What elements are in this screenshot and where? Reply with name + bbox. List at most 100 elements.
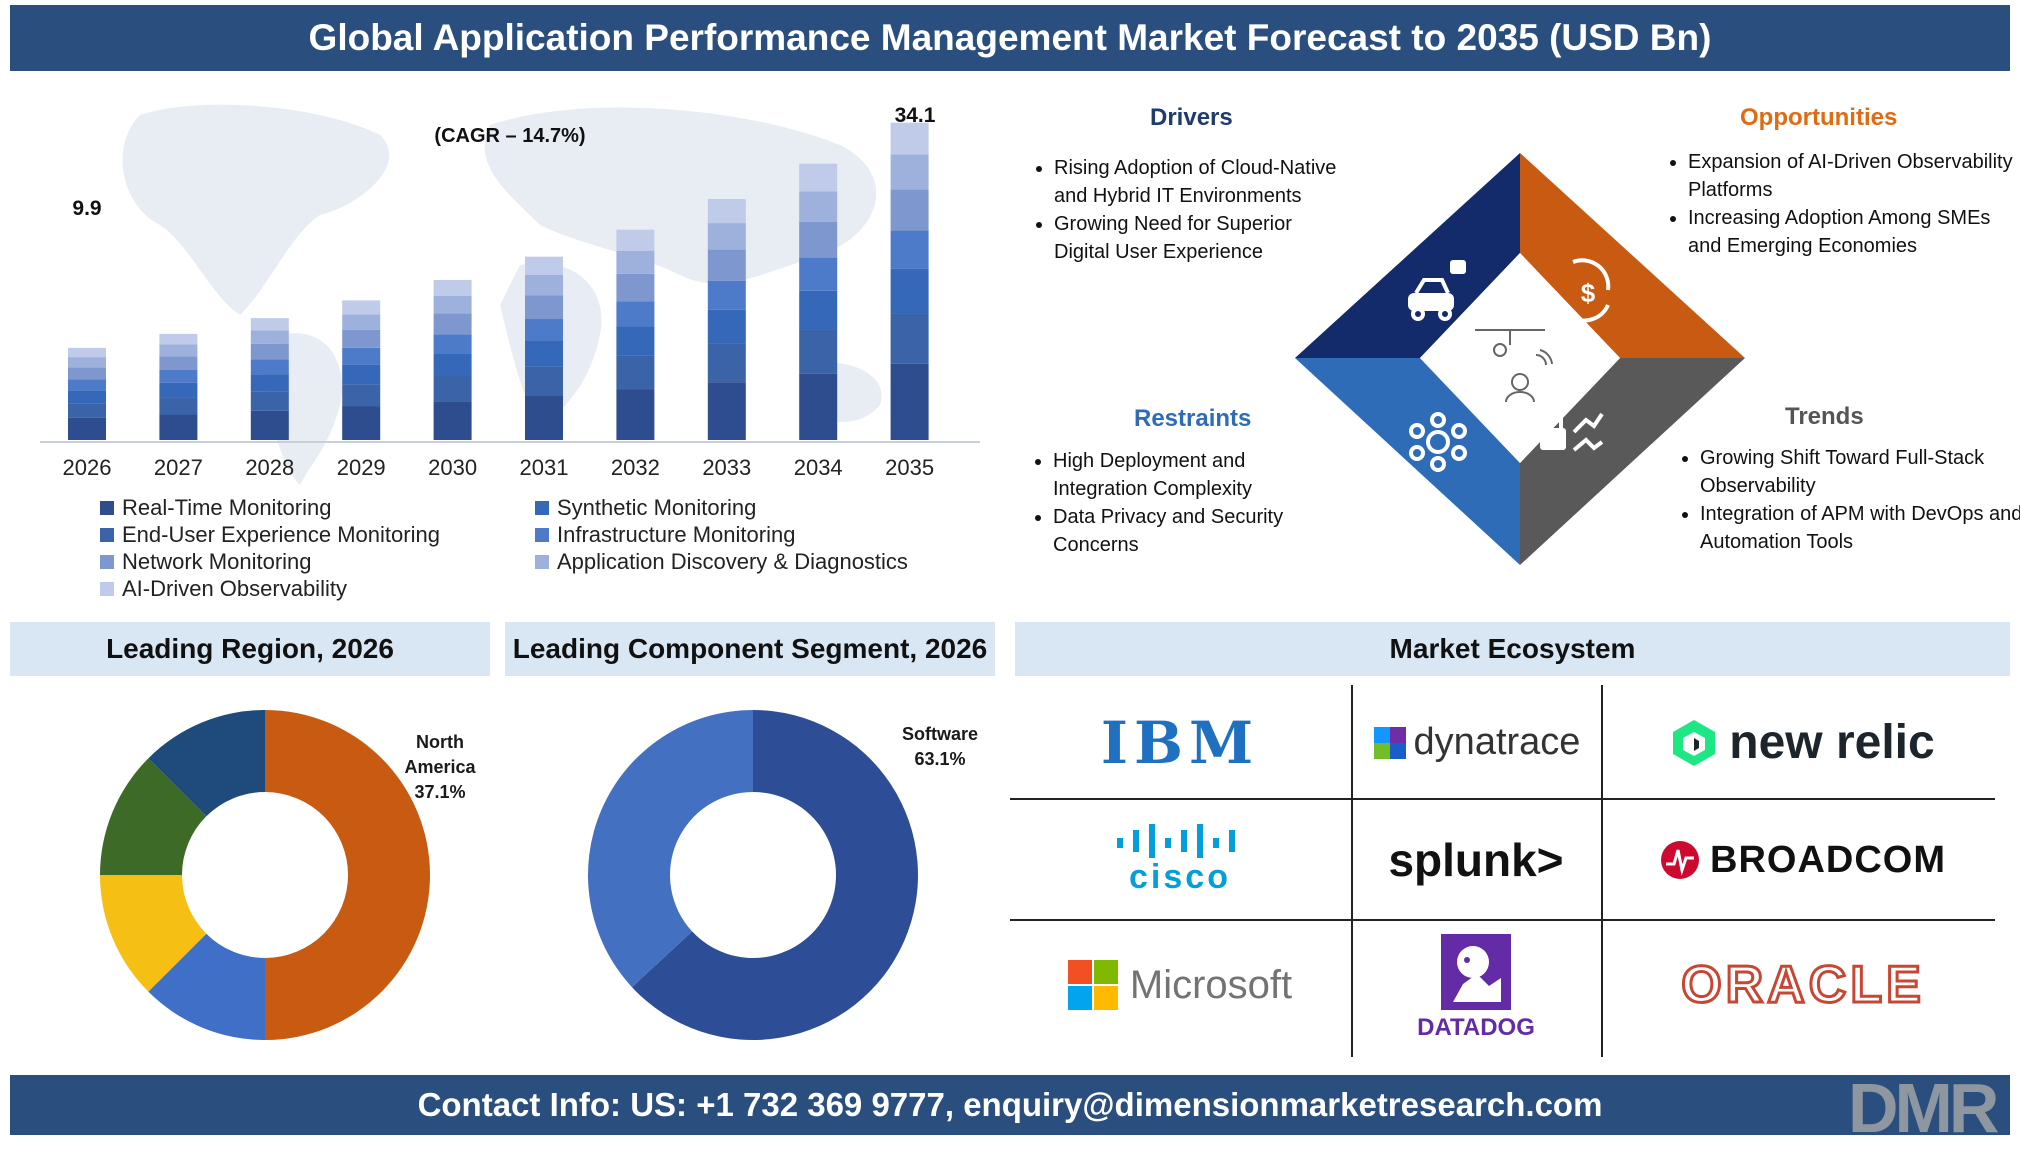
bar-segment: [433, 295, 472, 314]
bar-segment: [890, 268, 929, 314]
legend-swatch: [100, 528, 114, 542]
region-panel-title: Leading Region, 2026: [106, 633, 394, 664]
bar-segment: [68, 367, 106, 380]
world-map-background: [122, 104, 882, 485]
lock-trend-icon: [1540, 408, 1604, 452]
opportunities-item: Expansion of AI-Driven Observability Pla…: [1688, 148, 2018, 204]
legend-entry: Infrastructure Monitoring: [535, 522, 795, 548]
bar-segment: [433, 401, 472, 440]
trends-title: Trends: [1785, 403, 1864, 430]
bar-segment: [433, 334, 472, 354]
new-relic-icon: [1673, 719, 1716, 766]
bar-segment: [159, 333, 198, 345]
broadcom-logo: BROADCOM: [1603, 800, 2003, 920]
legend-label: End-User Experience Monitoring: [122, 522, 440, 547]
restraints-item: High Deployment and Integration Complexi…: [1053, 447, 1343, 503]
bar-segment: [159, 414, 198, 440]
bar-segment: [707, 309, 746, 344]
legend-entry: AI-Driven Observability: [100, 576, 347, 602]
x-tick-label: 2026: [63, 455, 112, 480]
bar-segment: [616, 250, 655, 274]
drivers-item: Rising Adoption of Cloud-Native and Hybr…: [1054, 154, 1344, 210]
trends-item: Integration of APM with DevOps and Autom…: [1700, 500, 2020, 556]
ecosystem-grid-lines: [1010, 685, 1995, 1057]
cisco-logo: cisco: [1010, 800, 1350, 920]
legend-swatch: [535, 555, 549, 569]
bar-segment: [342, 300, 381, 315]
broadcom-icon: [1661, 841, 1699, 879]
bar-segment: [159, 344, 198, 357]
bar-segment: [68, 417, 106, 440]
bar-segment: [525, 341, 563, 367]
bar-segment: [159, 397, 198, 415]
region-donut-chart: [100, 710, 430, 1040]
donut-slice: [148, 710, 265, 817]
bar-segment: [433, 353, 472, 376]
bar-segment: [799, 163, 838, 192]
contact-info: Contact Info: US: +1 732 369 9777, enqui…: [417, 1086, 1603, 1123]
bar-segment: [890, 154, 929, 190]
x-tick-label: 2032: [611, 455, 660, 480]
component-panel-header: Leading Component Segment, 2026: [505, 622, 995, 676]
restraints-quadrant: [1295, 358, 1520, 565]
money-cycle-icon: $: [1572, 258, 1611, 323]
drivers-item: Growing Need for Superior Digital User E…: [1054, 210, 1344, 266]
bar-segment: [616, 301, 655, 327]
donut-slice: [265, 710, 430, 1040]
bar-segment: [342, 314, 381, 330]
bar-segment: [799, 221, 838, 258]
legend-entry: Application Discovery & Diagnostics: [535, 549, 908, 575]
donut-slice: [632, 710, 918, 1040]
x-tick-label: 2034: [794, 455, 843, 480]
page-header: Global Application Performance Managemen…: [10, 5, 2010, 71]
bar-segment: [68, 390, 106, 404]
ecosystem-panel-header: Market Ecosystem: [1015, 622, 2010, 676]
region-label-line1: North: [416, 732, 464, 752]
cagr-annotation: (CAGR – 14.7%): [434, 125, 585, 147]
legend-entry: Real-Time Monitoring: [100, 495, 331, 521]
trends-quadrant: [1520, 358, 1745, 565]
datadog-icon: [1441, 934, 1511, 1010]
x-tick-label: 2035: [885, 455, 934, 480]
legend-label: Synthetic Monitoring: [557, 495, 757, 520]
bar-segment: [433, 313, 472, 335]
x-tick-label: 2030: [428, 455, 477, 480]
bar-segment: [799, 373, 838, 440]
legend-label: Network Monitoring: [122, 549, 312, 574]
bar-segment: [707, 343, 746, 383]
component-donut-label: Software 63.1%: [890, 722, 990, 772]
bar-segment: [159, 382, 198, 398]
bar-segment: [250, 374, 289, 392]
center-diamond: [1420, 253, 1620, 463]
x-tick-label: 2033: [702, 455, 751, 480]
ibm-logo: IBM: [1100, 708, 1260, 777]
bar-segment: [616, 273, 655, 302]
bar-segment: [342, 406, 381, 440]
donut-slice: [588, 710, 753, 988]
bar-segment: [250, 391, 289, 411]
bar-segment: [342, 384, 381, 407]
region-label-value: 37.1%: [414, 782, 466, 802]
oracle-logo: ORACLE: [1680, 955, 1925, 1016]
dmr-watermark: DMR: [1848, 1069, 1999, 1147]
legend-swatch: [100, 501, 114, 515]
splunk-logo: splunk>: [1388, 834, 1564, 886]
network-icon: [1409, 412, 1467, 472]
bar-segment: [250, 359, 289, 375]
bar-segment: [342, 347, 381, 365]
page-title: Global Application Performance Managemen…: [308, 17, 1712, 58]
bar-segment: [707, 382, 746, 440]
bar-segment: [890, 189, 929, 231]
bar-segment: [250, 330, 289, 344]
trends-list: Growing Shift Toward Full-Stack Observab…: [1672, 444, 2020, 556]
legend-label: Application Discovery & Diagnostics: [557, 549, 908, 574]
region-label-line2: America: [404, 757, 476, 777]
bar-segment: [68, 347, 106, 358]
bar-segment: [525, 256, 563, 276]
component-panel-title: Leading Component Segment, 2026: [512, 633, 988, 664]
bar-segment: [525, 319, 563, 342]
bar-segment: [890, 230, 929, 269]
opportunities-item: Increasing Adoption Among SMEs and Emerg…: [1688, 204, 2018, 260]
legend-entry: End-User Experience Monitoring: [100, 522, 440, 548]
drivers-list: Rising Adoption of Cloud-Native and Hybr…: [1026, 154, 1344, 266]
